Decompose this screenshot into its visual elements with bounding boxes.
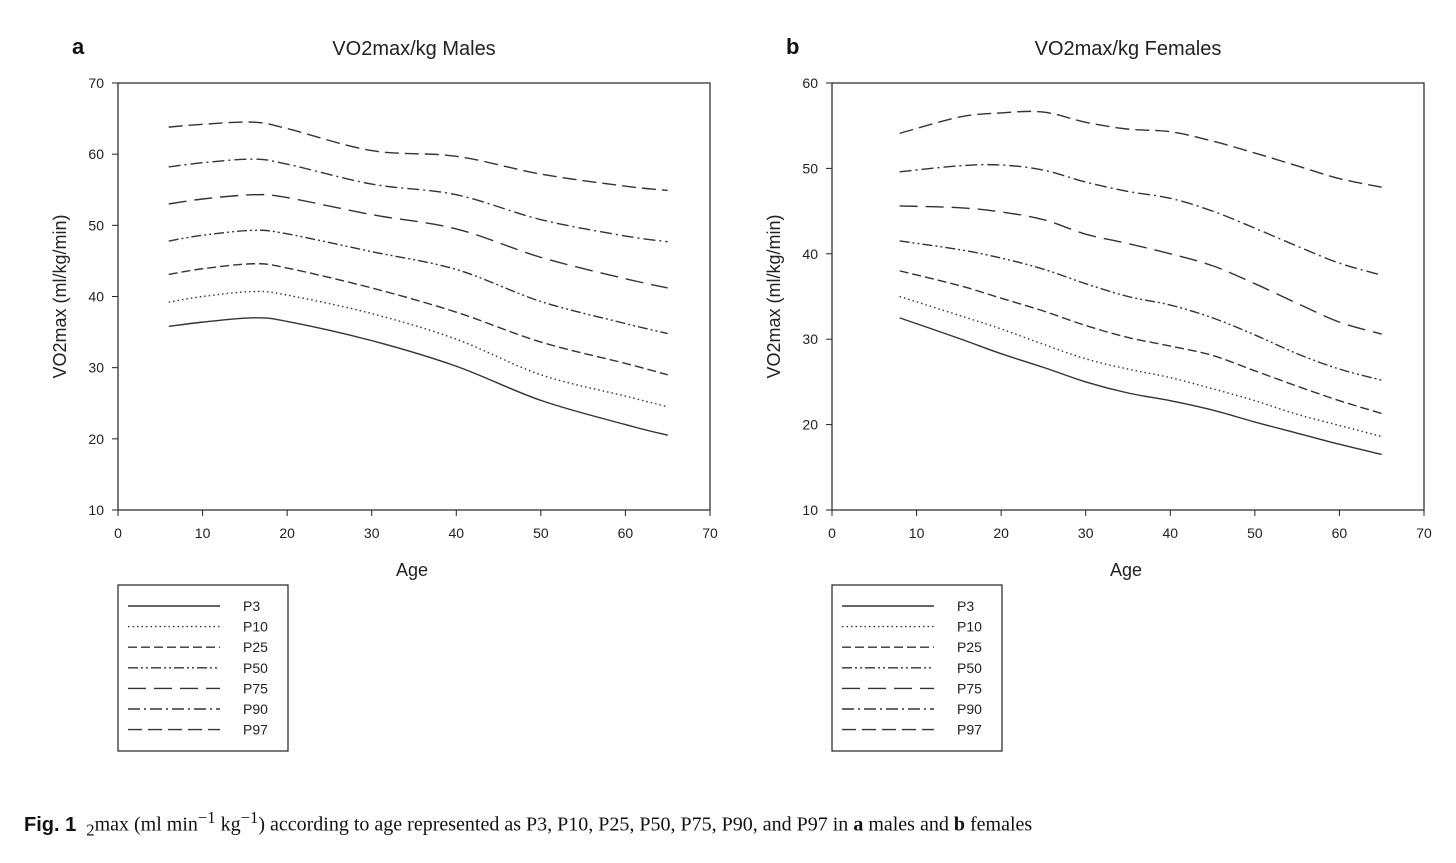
x-tick-label: 20 [993,525,1009,541]
legend-label-p90: P90 [957,701,982,717]
caption-sup-2: −1 [240,808,259,827]
legend-label-p50: P50 [957,660,982,676]
y-tick-label: 70 [88,75,104,91]
x-tick-label: 50 [533,525,549,541]
caption-text-5: females [964,813,1033,836]
legend-label-p75: P75 [957,680,982,696]
plot-frame [117,82,711,511]
x-tick-label: 60 [1332,525,1348,541]
caption-b: b [953,813,965,836]
legend-label-p97: P97 [243,722,268,738]
chart-panel-males: a VO2max/kg Males 0 10 20 30 40 50 60 70 10 20 30 40 5… [0,0,728,780]
x-tick-label: 60 [618,525,634,541]
caption-text-3: ) according to age represented as P3, P1… [258,813,854,836]
legend-label-p25: P25 [957,639,982,655]
males-chart-svg: a VO2max/kg Males 0 10 20 30 40 50 60 70 10 20 30 40 5… [50,34,718,752]
caption-sub-2: 2 [86,820,95,840]
series-line-p3 [899,317,1382,456]
x-tick-label: 40 [448,525,464,541]
series-line-p90 [899,163,1382,276]
x-tick-label: 10 [195,525,211,541]
series-line-p50 [899,240,1382,381]
y-tick-label: 50 [802,160,818,176]
x-tick-label: 30 [364,525,380,541]
y-tick-label: 20 [88,431,104,447]
x-tick-label: 20 [279,525,295,541]
panel-letter: b [786,34,799,59]
legend-label-p3: P3 [243,598,260,614]
legend: P3 P10 P25 P50 P75 P90 P97 [831,584,1003,752]
chart-panel-females: b VO2max/kg Females 0 10 20 30 40 50 60 70 10 20 30 4… [714,0,1442,780]
y-axis-title: VO2max (ml/kg/min) [50,214,70,378]
caption-text-4: males and [863,813,954,836]
x-tick-label: 70 [1416,525,1432,541]
series-line-p97 [168,121,668,192]
series-line-p3 [168,317,668,436]
y-tick-label: 30 [88,360,104,376]
x-tick-label: 0 [114,525,122,541]
series-line-p75 [899,205,1382,335]
plot-frame [831,82,1425,511]
series-line-p90 [168,158,668,243]
series-line-p50 [168,229,668,335]
y-tick-label: 40 [88,289,104,305]
legend-label-p97: P97 [957,722,982,738]
y-tick-label: 20 [802,417,818,433]
legend-label-p90: P90 [243,701,268,717]
y-tick-label: 10 [802,502,818,518]
series-line-p75 [168,193,668,289]
y-tick-label: 50 [88,217,104,233]
y-tick-label: 60 [88,146,104,162]
series-line-p10 [899,295,1382,438]
series-line-p97 [899,110,1382,188]
females-chart-svg: b VO2max/kg Females 0 10 20 30 40 50 60 70 10 20 30 4… [764,34,1432,752]
legend: P3 P10 P25 P50 P75 P90 P97 [117,584,289,752]
chart-title: VO2max/kg Females [1035,38,1222,60]
y-tick-label: 60 [802,75,818,91]
caption-text-2: kg [215,813,241,836]
x-tick-label: 0 [828,525,836,541]
legend-label-p10: P10 [243,619,268,635]
legend-label-p75: P75 [243,680,268,696]
caption-text-1: max (ml min [94,813,198,836]
series-line-p25 [899,270,1382,415]
figure-caption: Fig. 1 2max (ml min−1 kg−1) according to … [24,808,1434,841]
x-tick-label: 10 [909,525,925,541]
x-tick-label: 40 [1162,525,1178,541]
x-axis-title: Age [1110,560,1142,580]
legend-label-p3: P3 [957,598,974,614]
x-axis-title: Age [396,560,428,580]
chart-title: VO2max/kg Males [332,38,495,60]
caption-sup-1: −1 [197,808,216,827]
figure-label: Fig. 1 [24,813,77,836]
y-tick-label: 40 [802,246,818,262]
caption-a: a [853,813,864,836]
x-tick-label: 70 [702,525,718,541]
series-line-p10 [168,290,668,408]
x-tick-label: 50 [1247,525,1263,541]
y-tick-label: 10 [88,502,104,518]
panel-letter: a [72,34,85,59]
x-tick-label: 30 [1078,525,1094,541]
y-axis-title: VO2max (ml/kg/min) [764,214,784,378]
series-line-p25 [168,263,668,376]
legend-label-p25: P25 [243,639,268,655]
y-tick-label: 30 [802,331,818,347]
legend-label-p50: P50 [243,660,268,676]
legend-label-p10: P10 [957,619,982,635]
